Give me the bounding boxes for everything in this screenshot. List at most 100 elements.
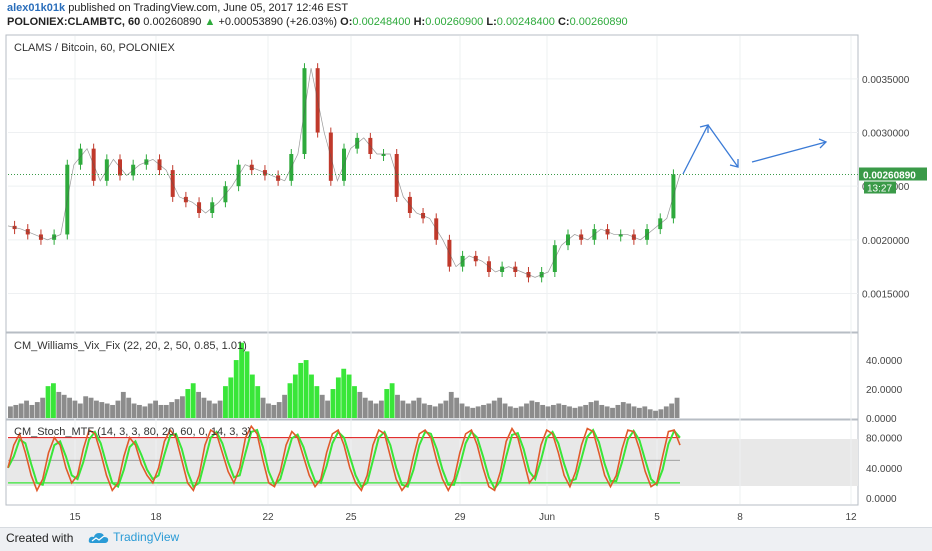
vix-bar [459, 403, 465, 418]
vix-bar [524, 403, 529, 418]
vix-bar [67, 397, 72, 418]
price-tick-label: 0.0035000 [862, 75, 910, 86]
stoch-k-line [7, 424, 681, 493]
vix-bar [158, 404, 164, 418]
vix-bar [233, 360, 239, 418]
vix-bar [206, 400, 212, 418]
vix-bar [287, 383, 293, 418]
last-price: 0.00260890 [143, 16, 202, 28]
vix-bar [427, 404, 433, 418]
vix-bar [104, 403, 110, 418]
close-label: C: [557, 16, 570, 28]
vix-bar [180, 396, 185, 418]
vix-bar [352, 386, 357, 418]
symbol-name: POLONIEX:CLAMBTC, 60 [7, 16, 141, 28]
footer-bar: Created with TradingView [0, 527, 932, 551]
vix-bar [13, 404, 19, 418]
vix-bar [314, 386, 320, 418]
vix-bar [282, 394, 288, 418]
vix-series [8, 342, 680, 418]
vix-bar [24, 400, 29, 418]
vix-bar [395, 394, 400, 418]
vix-bar [604, 406, 610, 418]
vix-bar [77, 403, 83, 418]
vix-bar [169, 402, 175, 418]
vix-bar [217, 400, 223, 418]
vix-bar [599, 404, 605, 418]
price-pane-title: CLAMS / Bitcoin, 60, POLONIEX [14, 42, 175, 54]
vix-bar [153, 400, 158, 418]
x-tick-label: Jun [539, 512, 555, 523]
vix-bar [561, 404, 567, 418]
vix-bar [464, 406, 470, 418]
vix-tick-label: 20.0000 [866, 385, 903, 396]
vix-bar [276, 402, 282, 418]
vix-bar [260, 397, 266, 418]
vix-bar [631, 406, 637, 418]
author-link[interactable]: alex01k01k [7, 2, 66, 14]
chart-canvas[interactable]: 15 18 22 25 29 Jun 5 8 12 0.0035000 0.0030000 0.002… [0, 30, 932, 527]
x-tick-label: 12 [845, 512, 857, 523]
vix-bar [56, 391, 62, 418]
forecast-arrows[interactable] [682, 124, 828, 175]
vix-bar [357, 391, 363, 418]
stoch-pane-title: CM_Stoch_MTF (14, 3, 3, 80, 20, 60, 0, 1… [14, 426, 251, 438]
vix-bar [674, 397, 680, 418]
vix-bar [29, 404, 35, 418]
vix-bar [416, 397, 422, 418]
tradingview-cloud-icon [88, 532, 109, 543]
vix-bar [556, 403, 562, 418]
vix-bar [400, 400, 406, 418]
vix-bar [610, 407, 615, 418]
x-tick-label: 5 [654, 512, 660, 523]
vix-bar [212, 403, 218, 418]
vix-bar [255, 386, 261, 418]
vix-bar [45, 386, 51, 418]
x-tick-label: 18 [150, 512, 162, 523]
vix-bar [368, 400, 374, 418]
vix-bar [432, 406, 438, 418]
vix-bar [298, 362, 304, 418]
vix-bar [529, 400, 535, 418]
close-value: 0.00260890 [569, 16, 628, 28]
vix-bar [201, 397, 207, 418]
vix-bar [626, 403, 632, 418]
vix-bar [83, 396, 89, 418]
last-price-label: 0.00260890 [863, 170, 916, 181]
vix-bar [411, 400, 417, 418]
vix-bar [647, 409, 653, 418]
vix-bar [438, 403, 443, 418]
vix-bar [653, 410, 658, 418]
publish-info: alex01k01k published on TradingView.com,… [7, 2, 348, 14]
vix-bar [475, 406, 481, 418]
vix-bar [534, 402, 540, 418]
tradingview-logo[interactable]: TradingView [88, 530, 179, 545]
price-series [7, 63, 858, 283]
high-value: 0.00260900 [425, 16, 484, 28]
vix-bar [378, 400, 384, 418]
vix-bar [642, 406, 648, 418]
vix-bar [513, 407, 519, 418]
x-tick-label: 15 [69, 512, 81, 523]
vix-bar [405, 403, 411, 418]
vix-bar [330, 389, 336, 418]
vix-bar [120, 391, 126, 418]
stoch-series [7, 424, 681, 493]
candle-body [381, 154, 386, 156]
vix-bar [40, 397, 46, 418]
vix-bar [115, 400, 121, 418]
x-tick-label: 22 [262, 512, 274, 523]
vix-bar [244, 351, 250, 418]
vix-bar [486, 403, 492, 418]
vix-bar [137, 404, 142, 418]
vix-tick-label: 40.0000 [866, 356, 903, 367]
vix-bar [99, 402, 105, 418]
x-tick-label: 8 [737, 512, 743, 523]
brand-name: TradingView [113, 530, 180, 544]
vix-bar [481, 404, 486, 418]
x-tick-label: 25 [345, 512, 357, 523]
low-value: 0.00248400 [496, 16, 555, 28]
vix-bar [540, 404, 546, 418]
price-pane[interactable] [5, 34, 859, 333]
vix-bar [249, 374, 255, 418]
